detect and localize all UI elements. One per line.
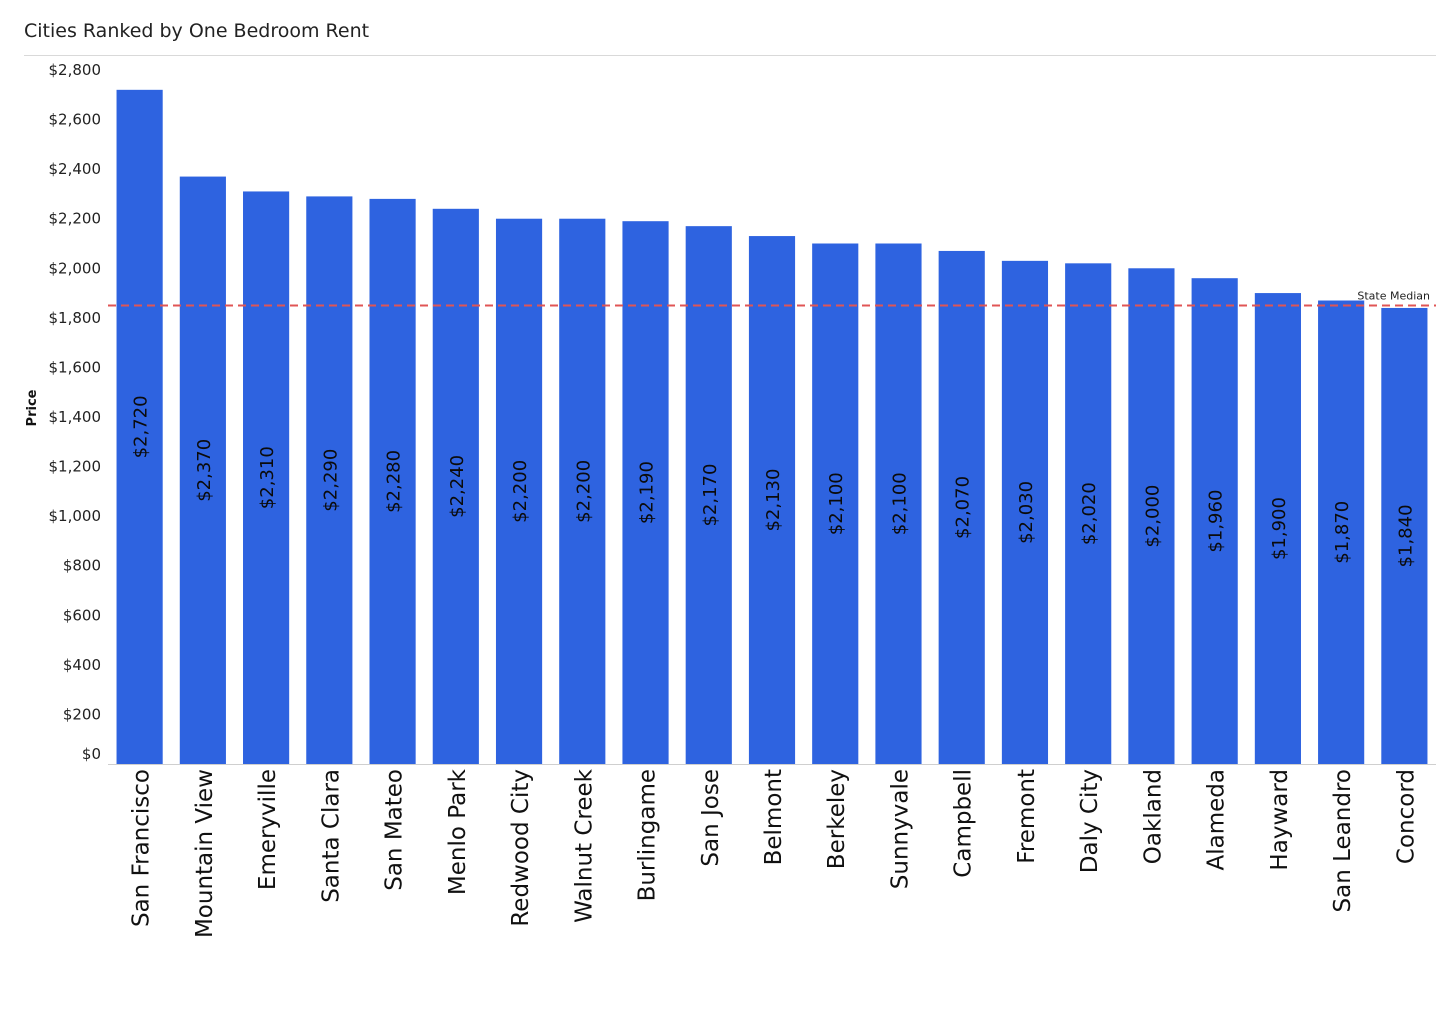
x-tick-label: Fremont <box>1014 769 1040 864</box>
y-tick-label: $200 <box>63 705 101 723</box>
state-median-label: State Median <box>1357 289 1430 302</box>
bar <box>1381 307 1428 764</box>
y-tick-label: $1,600 <box>49 358 102 376</box>
data-label: $2,720 <box>131 395 152 458</box>
data-label: $2,290 <box>320 449 341 512</box>
x-tick-label: Walnut Creek <box>571 768 597 923</box>
x-tick-label: Emeryville <box>255 769 281 890</box>
x-tick-label: Hayward <box>1267 769 1293 871</box>
x-tick-label: Daly City <box>1077 769 1103 873</box>
bar <box>243 191 290 764</box>
bar <box>432 208 479 765</box>
y-tick-label: $1,400 <box>49 408 102 426</box>
data-label: $2,130 <box>763 469 784 532</box>
y-tick-label: $2,400 <box>49 160 102 178</box>
y-axis-label: Price <box>25 389 40 426</box>
bar <box>685 226 732 764</box>
bar <box>495 218 543 764</box>
bar <box>306 196 353 764</box>
data-label: $2,240 <box>447 455 468 518</box>
chart-title: Cities Ranked by One Bedroom Rent <box>24 20 370 42</box>
data-label: $1,840 <box>1395 504 1416 567</box>
data-label: $1,870 <box>1332 501 1353 564</box>
y-tick-label: $800 <box>63 557 101 575</box>
bar <box>116 89 163 765</box>
y-tick-label: $1,800 <box>49 309 102 327</box>
y-tick-label: $1,000 <box>49 507 102 525</box>
bar <box>1001 260 1049 764</box>
y-tick-label: $2,600 <box>49 111 102 129</box>
y-tick-label: $600 <box>63 606 101 624</box>
x-tick-label: Redwood City <box>508 769 534 927</box>
bar <box>1065 263 1112 764</box>
y-tick-label: $2,200 <box>49 210 102 228</box>
data-label: $2,190 <box>637 461 658 524</box>
bar <box>179 176 226 765</box>
bar <box>748 236 796 765</box>
y-tick-label: $1,200 <box>49 458 102 476</box>
data-label: $2,020 <box>1079 482 1100 545</box>
data-label: $2,100 <box>889 472 910 535</box>
data-label: $2,370 <box>194 439 215 502</box>
x-tick-label: Alameda <box>1204 769 1230 870</box>
bar <box>812 243 859 764</box>
bar <box>622 221 669 764</box>
data-label: $2,030 <box>1016 481 1037 544</box>
bar <box>1128 268 1175 764</box>
x-tick-label: Belmont <box>761 769 787 865</box>
data-label: $2,280 <box>384 450 405 513</box>
bar <box>1191 278 1238 764</box>
data-label: $2,170 <box>700 464 721 527</box>
data-label: $2,310 <box>257 446 278 509</box>
bar <box>559 218 606 764</box>
data-label: $2,000 <box>1142 485 1163 548</box>
x-tick-label: San Francisco <box>129 769 155 927</box>
x-tick-label: San Mateo <box>382 769 408 891</box>
data-label: $2,200 <box>573 460 594 523</box>
x-tick-label: Mountain View <box>192 769 218 938</box>
y-tick-label: $2,000 <box>49 259 102 277</box>
x-tick-label: Santa Clara <box>318 769 344 903</box>
bar <box>938 250 985 764</box>
data-label: $2,200 <box>510 460 531 523</box>
bar <box>875 243 922 764</box>
title-divider <box>24 55 1436 56</box>
x-tick-label: San Leandro <box>1330 769 1356 912</box>
bar <box>1318 300 1365 764</box>
data-label: $2,070 <box>953 476 974 539</box>
y-tick-label: $2,800 <box>49 61 102 79</box>
x-tick-label: Berkeley <box>824 769 850 869</box>
y-tick-label: $0 <box>82 745 101 763</box>
x-tick-label: Burlingame <box>635 769 661 901</box>
x-tick-label: Concord <box>1393 769 1419 864</box>
data-label: $1,960 <box>1206 490 1227 553</box>
bar <box>1254 293 1301 764</box>
bar <box>369 198 416 764</box>
x-tick-label: San Jose <box>698 769 724 867</box>
x-tick-label: Menlo Park <box>445 768 471 895</box>
data-label: $1,900 <box>1269 497 1290 560</box>
x-tick-label: Sunnyvale <box>887 769 913 889</box>
y-tick-label: $400 <box>63 656 101 674</box>
x-tick-label: Oakland <box>1140 769 1166 864</box>
data-label: $2,100 <box>826 472 847 535</box>
x-tick-label: Campbell <box>951 769 977 878</box>
